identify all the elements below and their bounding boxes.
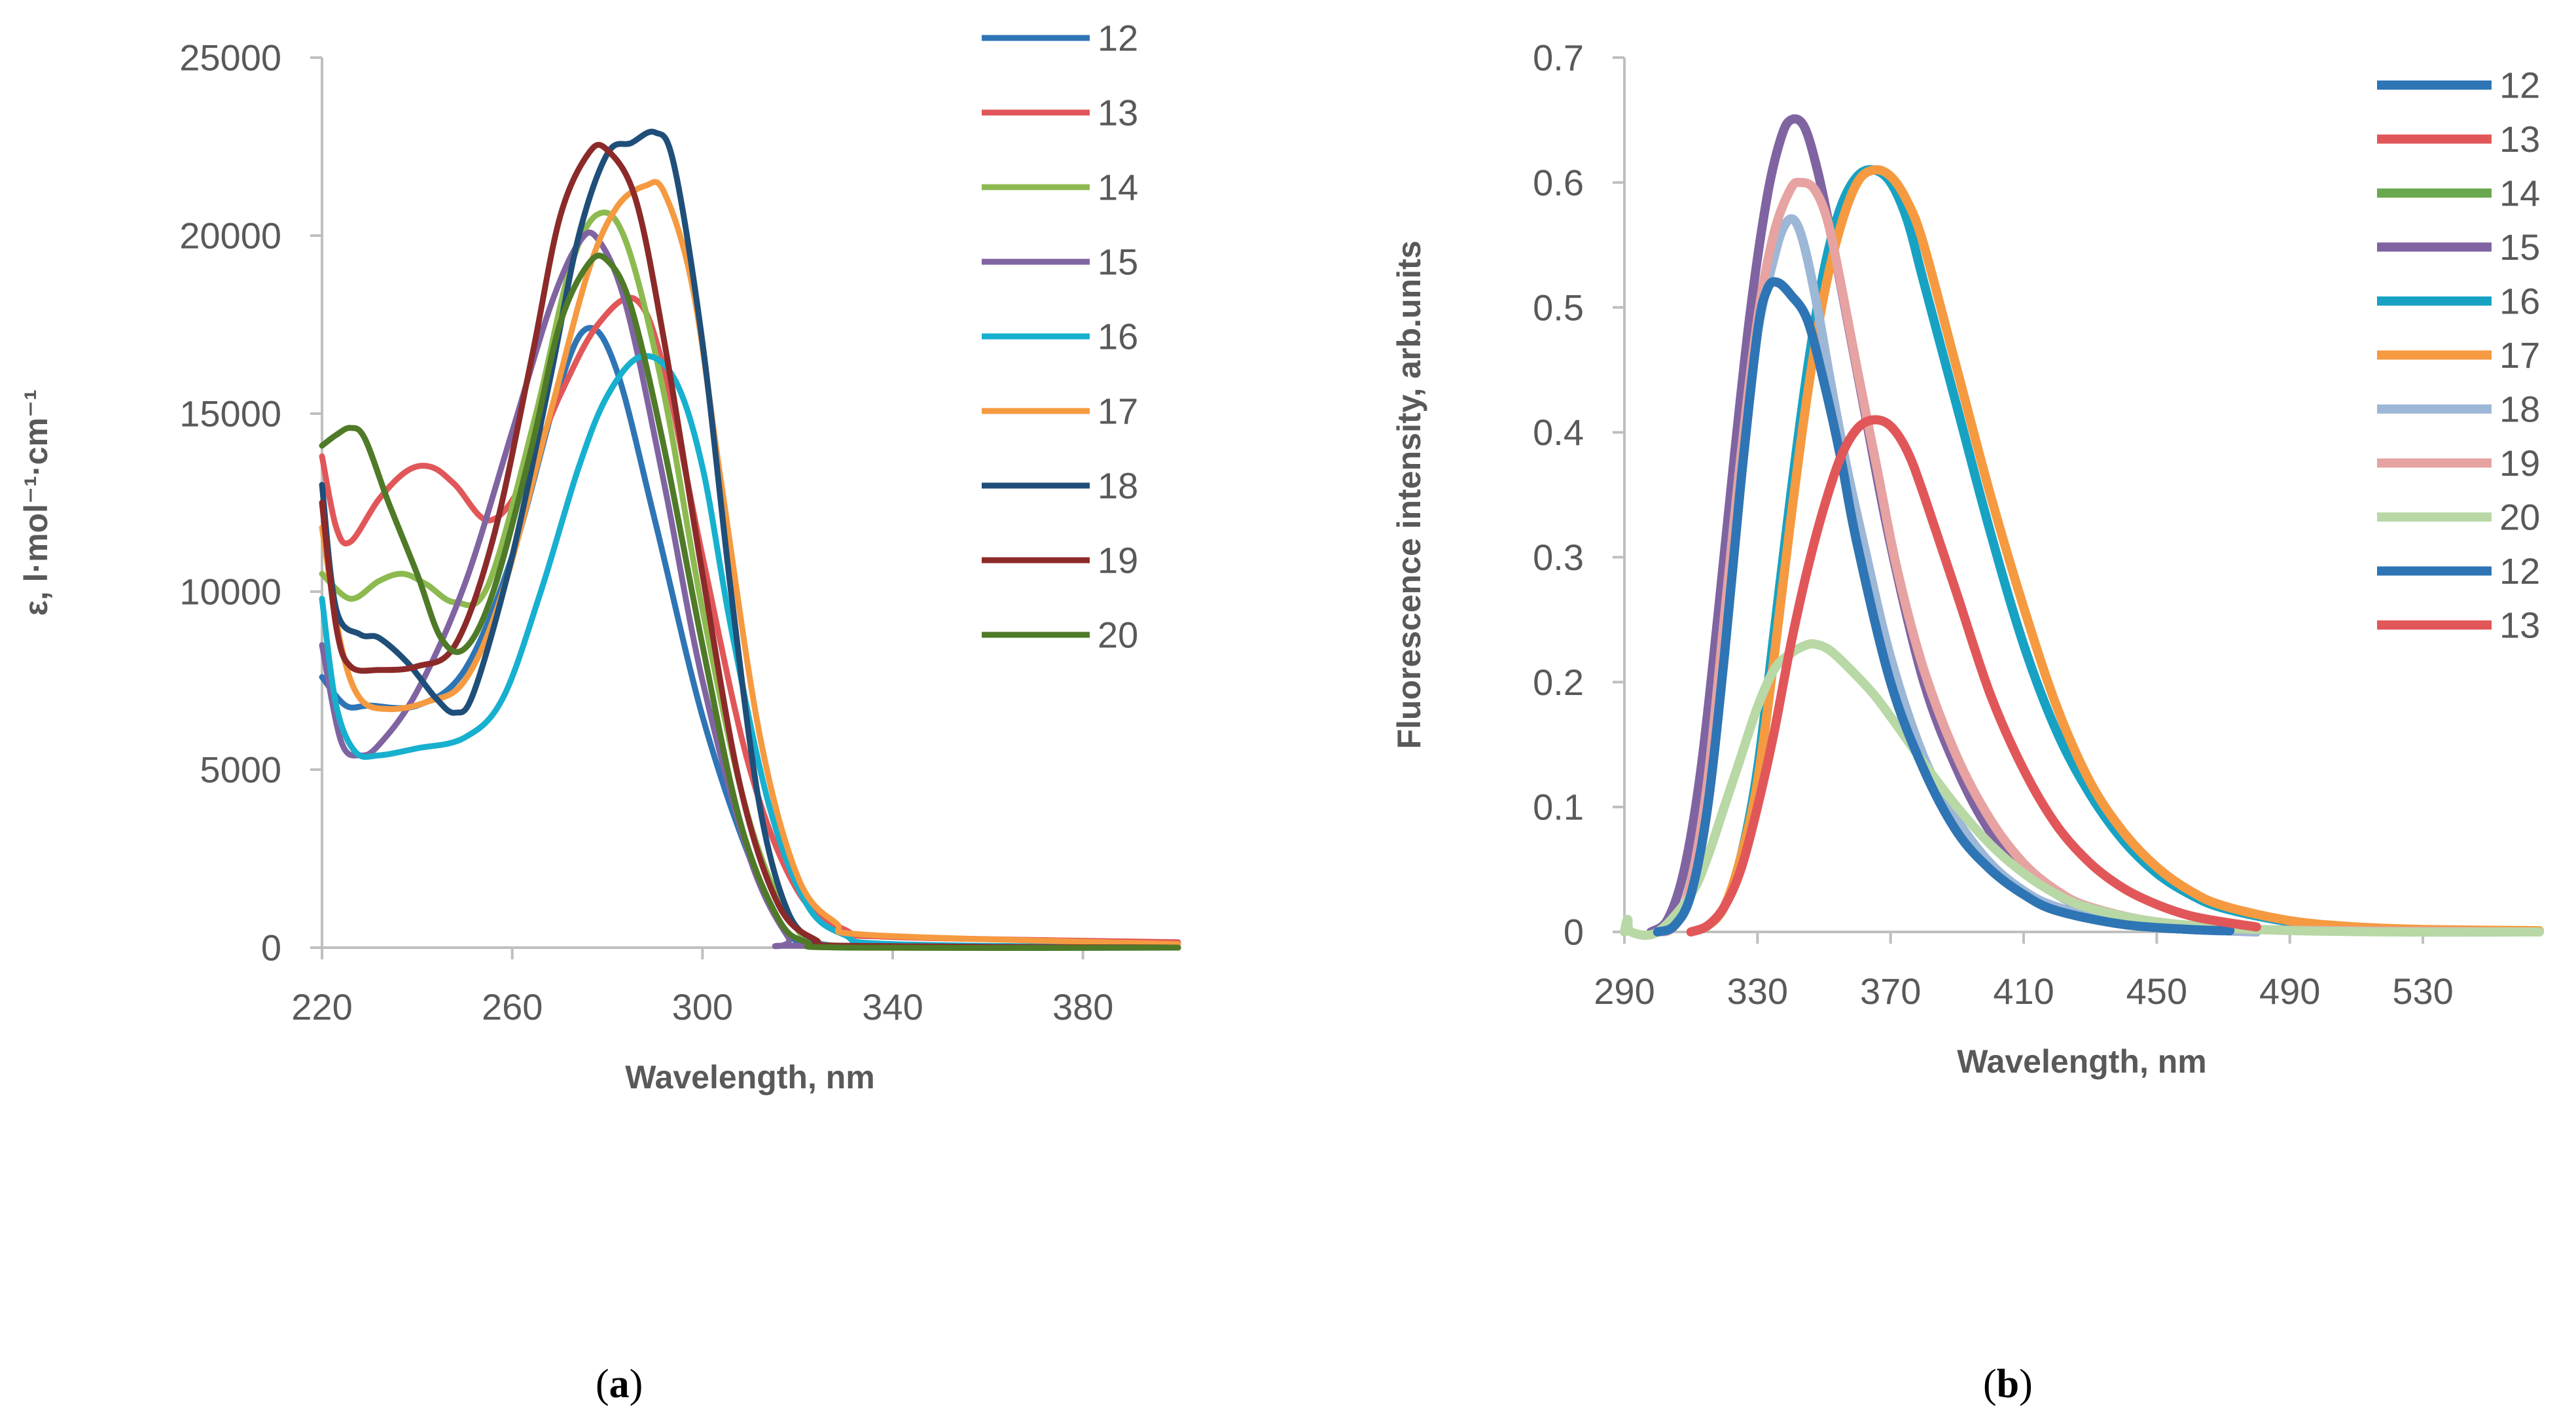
legend-label-20: 20 — [1098, 615, 1138, 656]
x-tick-label: 300 — [672, 986, 733, 1027]
y-axis-label: Fluorescence intensity, arb.units — [1391, 240, 1427, 749]
y-tick-label: 0.7 — [1533, 37, 1584, 79]
series-line-14 — [319, 209, 1181, 951]
legend-label-14: 14 — [2499, 173, 2540, 214]
y-tick-label: 25000 — [179, 37, 281, 79]
caption-b: (b) — [1983, 1362, 2033, 1406]
x-tick-label: 220 — [291, 986, 352, 1027]
legend-label-13: 13 — [1098, 92, 1138, 134]
x-tick-label: 290 — [1594, 971, 1655, 1012]
series-line-20 — [1620, 639, 2544, 940]
caption-b-label: b — [1996, 1362, 2020, 1406]
x-tick-label: 340 — [862, 986, 923, 1027]
x-tick-label: 260 — [482, 986, 543, 1027]
legend-label-12: 12 — [2499, 65, 2540, 106]
caption-a: (a) — [596, 1362, 643, 1406]
x-tick-label: 380 — [1052, 986, 1113, 1027]
x-tick-label: 370 — [1860, 971, 1921, 1012]
legend-label-20: 20 — [2499, 497, 2540, 538]
legend-label-19: 19 — [2499, 442, 2540, 484]
legend: 12 13 14 15 16 17 18 19 20 12 13 — [2377, 65, 2540, 646]
legend-label-12: 12 — [1098, 18, 1138, 59]
series-group — [1620, 114, 2544, 940]
y-tick-label: 0.2 — [1533, 662, 1584, 703]
legend-label-17: 17 — [1098, 391, 1138, 432]
series-line-13 — [1686, 415, 2261, 937]
series-line-12 — [1653, 277, 2235, 937]
series-group — [319, 128, 1181, 952]
y-tick-label: 0.3 — [1533, 537, 1584, 578]
legend-label-13: 13 — [2499, 118, 2540, 160]
y-axis-label: ε, l·mol⁻¹·cm⁻¹ — [18, 389, 54, 616]
legend-label-18: 18 — [1098, 465, 1138, 507]
y-tick-label: 15000 — [179, 393, 281, 435]
x-tick-label: 330 — [1727, 971, 1788, 1012]
y-tick-label: 0.4 — [1533, 412, 1584, 453]
y-tick-label: 0.6 — [1533, 162, 1584, 203]
series-line-16 — [319, 353, 1181, 951]
legend-label-18: 18 — [2499, 389, 2540, 430]
legend-label-12: 12 — [2499, 550, 2540, 592]
y-tick-label: 0.5 — [1533, 287, 1584, 328]
legend-label-16: 16 — [1098, 316, 1138, 357]
legend-label-14: 14 — [1098, 167, 1138, 208]
legend-label-15: 15 — [2499, 226, 2540, 268]
y-tick-label: 5000 — [200, 749, 281, 791]
caption-a-label: a — [609, 1362, 630, 1406]
legend-label-19: 19 — [1098, 540, 1138, 581]
x-tick-label: 530 — [2392, 971, 2453, 1012]
y-tick-label: 0 — [261, 927, 281, 969]
series-line-20 — [319, 253, 1181, 952]
legend-label-15: 15 — [1098, 241, 1138, 283]
chart-a: 0 5000 10000 15000 20000 25000 220 260 300 340 380… — [18, 18, 1181, 1096]
chart-b: 0 0.1 0.2 0.3 0.4 0.5 0.6 0.7 290 330 370 410 450 490… — [1391, 37, 2544, 1080]
y-tick-label: 10000 — [179, 571, 281, 613]
legend: 12 13 14 15 16 17 18 19 20 — [982, 18, 1138, 656]
series-line-17 — [319, 179, 1181, 948]
y-tick-label: 20000 — [179, 215, 281, 257]
series-line-15 — [319, 229, 1181, 951]
x-axis-label: Wavelength, nm — [1957, 1043, 2207, 1080]
y-tick-label: 0.1 — [1533, 787, 1584, 828]
y-tick-label: 0 — [1564, 912, 1584, 953]
legend-label-17: 17 — [2499, 334, 2540, 376]
x-tick-label: 450 — [2126, 971, 2187, 1012]
x-tick-label: 410 — [1993, 971, 2054, 1012]
series-line-19 — [319, 141, 1181, 951]
legend-label-13: 13 — [2499, 605, 2540, 646]
legend-label-16: 16 — [2499, 281, 2540, 322]
series-line-18 — [319, 128, 1181, 951]
x-axis-label: Wavelength, nm — [625, 1059, 875, 1096]
x-tick-label: 490 — [2259, 971, 2320, 1012]
